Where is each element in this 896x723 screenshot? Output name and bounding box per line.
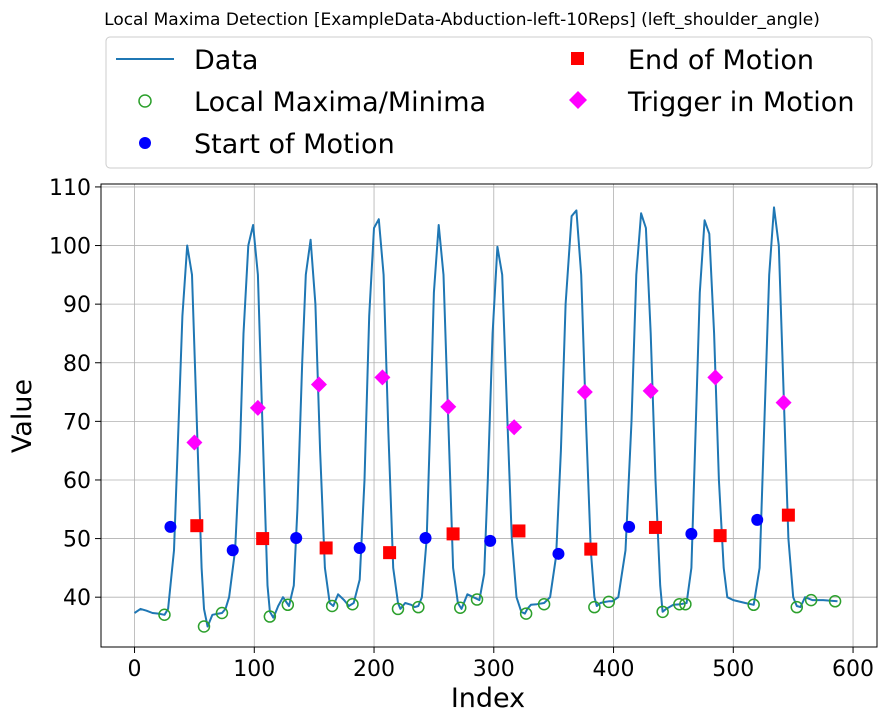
plot-area: [133, 206, 842, 633]
x-axis: 0 100 200 300 400 500 600: [128, 647, 874, 682]
local-extremum-marker: [470, 593, 484, 606]
end-of-motion-marker: [190, 519, 204, 533]
legend: Data Local Maxima/Minima Start of Motion…: [105, 36, 873, 169]
trigger-in-motion-marker: [775, 394, 792, 411]
trigger-in-motion-marker: [642, 382, 659, 399]
y-tick-label: 80: [63, 352, 91, 377]
legend-trigger-label: Trigger in Motion: [627, 87, 854, 118]
start-of-motion-marker: [552, 547, 565, 560]
local-extremum-marker: [454, 601, 467, 614]
x-tick-label: 300: [473, 657, 515, 682]
start-of-motion-marker: [164, 520, 177, 533]
start-of-motion-marker: [623, 520, 636, 533]
y-tick-label: 110: [49, 176, 91, 201]
local-extremum-marker: [747, 598, 760, 612]
start-of-motion-marker: [484, 534, 497, 547]
local-extremum-marker: [790, 600, 804, 614]
y-tick-label: 60: [63, 469, 91, 494]
local-extremum-marker: [325, 599, 339, 613]
legend-start-label: Start of Motion: [194, 129, 395, 160]
y-tick-label: 40: [63, 586, 91, 611]
local-extremum-marker: [391, 602, 405, 616]
chart-title: Local Maxima Detection [ExampleData-Abdu…: [104, 10, 820, 30]
legend-extrema-label: Local Maxima/Minima: [194, 87, 486, 118]
legend-frame: [105, 36, 873, 169]
x-tick-label: 0: [128, 657, 142, 682]
local-extremum-marker: [158, 608, 171, 622]
y-tick-label: 90: [63, 293, 91, 318]
local-extremum-marker: [602, 595, 616, 609]
local-extremum-marker: [215, 606, 229, 620]
local-extremum-marker: [588, 600, 601, 614]
start-of-motion-marker: [751, 513, 764, 526]
local-extremum-marker: [656, 605, 669, 619]
trigger-in-motion-marker: [310, 376, 327, 393]
local-extremum-marker: [537, 597, 551, 611]
local-extremum-marker: [346, 597, 359, 611]
legend-end-marker-icon: [571, 52, 584, 65]
y-tick-label: 100: [49, 235, 91, 260]
legend-start-marker-icon: [139, 137, 151, 149]
trigger-in-motion-marker: [374, 369, 391, 386]
y-axis: 40 50 60 70 80 90 100 110: [49, 176, 101, 611]
legend-data-label: Data: [194, 45, 258, 76]
start-of-motion-marker: [226, 544, 239, 557]
local-extremum-marker: [679, 597, 692, 611]
legend-trigger-marker-icon: [569, 91, 587, 109]
x-axis-label: Index: [451, 683, 525, 714]
x-tick-label: 100: [233, 657, 275, 682]
end-of-motion-marker: [713, 529, 727, 543]
end-of-motion-marker: [584, 542, 598, 556]
legend-extrema-marker-icon: [138, 94, 152, 108]
end-of-motion-marker: [781, 508, 795, 522]
y-tick-label: 70: [63, 410, 91, 435]
end-of-motion-marker: [256, 532, 270, 546]
data-series-line: [133, 206, 838, 628]
end-of-motion-marker: [512, 524, 526, 538]
x-tick-label: 500: [712, 657, 754, 682]
end-of-motion-marker: [648, 520, 662, 534]
x-tick-label: 400: [593, 657, 635, 682]
start-of-motion-marker: [685, 527, 698, 540]
y-tick-label: 50: [63, 528, 91, 553]
local-extremum-marker: [519, 607, 533, 620]
plot-frame: [100, 183, 878, 648]
local-extremum-marker: [281, 598, 295, 612]
local-extremum-marker: [804, 593, 818, 607]
start-of-motion-marker: [419, 531, 432, 544]
start-of-motion-marker: [353, 541, 366, 554]
local-extremum-marker: [412, 600, 425, 614]
end-of-motion-marker: [446, 527, 460, 541]
trigger-in-motion-marker: [440, 398, 457, 415]
end-of-motion-marker: [319, 541, 333, 555]
trigger-in-motion-marker: [506, 419, 523, 436]
local-extremum-marker: [263, 610, 277, 623]
local-extremum-marker: [197, 620, 211, 633]
trigger-in-motion-marker: [249, 399, 266, 416]
y-axis-label: Value: [7, 379, 38, 453]
start-of-motion-marker: [290, 531, 303, 544]
legend-end-label: End of Motion: [628, 45, 814, 76]
local-extremum-marker: [673, 597, 686, 611]
trigger-in-motion-marker: [186, 434, 203, 451]
x-tick-label: 200: [353, 657, 395, 682]
end-of-motion-marker: [383, 546, 397, 560]
trigger-in-motion-marker: [576, 384, 593, 401]
local-extremum-marker: [828, 595, 842, 608]
x-tick-label: 600: [832, 657, 874, 682]
trigger-in-motion-marker: [707, 369, 724, 386]
